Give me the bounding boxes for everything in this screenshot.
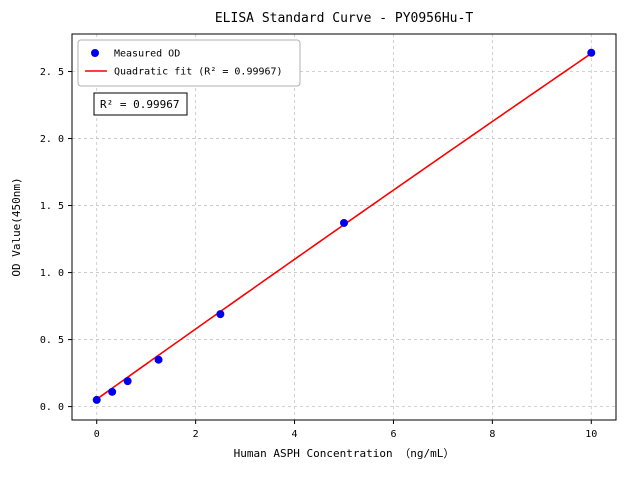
data-point <box>123 377 132 386</box>
chart-title: ELISA Standard Curve - PY0956Hu-T <box>215 11 473 26</box>
data-point <box>92 395 101 404</box>
data-point <box>587 48 596 57</box>
annotation-text: R² = 0.99967 <box>100 98 179 111</box>
y-tick-label: 2. 0 <box>40 134 64 145</box>
y-tick-label: 1. 0 <box>40 268 64 279</box>
data-point <box>108 387 117 396</box>
y-tick-label: 2. 5 <box>40 67 64 78</box>
plot-border <box>71 33 617 421</box>
x-tick-label: 10 <box>585 429 597 440</box>
legend-label-quadratic-fit: Quadratic fit (R² = 0.99967) <box>114 67 283 78</box>
x-tick-label: 2 <box>193 429 199 440</box>
x-tick-label: 0 <box>94 429 100 440</box>
x-tick-label: 4 <box>292 429 298 440</box>
data-point <box>216 310 225 319</box>
data-point <box>340 218 348 227</box>
plot-layer <box>92 48 596 404</box>
r-squared-annotation: R² = 0.99967 <box>93 92 188 116</box>
y-axis-label: OD Value(450nm) <box>10 177 23 276</box>
y-tick-label: 0. 0 <box>40 402 64 413</box>
x-tick-label: 8 <box>489 429 495 440</box>
y-tick-label: 0. 5 <box>40 335 64 346</box>
x-axis-label: Human ASPH Concentration （ng/mL） <box>234 447 455 460</box>
axis-layer: 0 2 4 6 8 10 0. 0 0. 5 1. 0 1. 5 2. 0 2. 5 <box>40 33 617 440</box>
legend-label-measured-od: Measured OD <box>114 49 180 60</box>
data-point <box>154 355 163 364</box>
annotation-box <box>93 92 188 116</box>
legend-marker-measured-od <box>91 49 99 57</box>
legend-box <box>77 39 301 87</box>
legend: Measured OD Quadratic fit (R² = 0.99967) <box>77 39 301 87</box>
x-tick-label: 6 <box>390 429 396 440</box>
y-tick-label: 1. 5 <box>40 201 64 212</box>
